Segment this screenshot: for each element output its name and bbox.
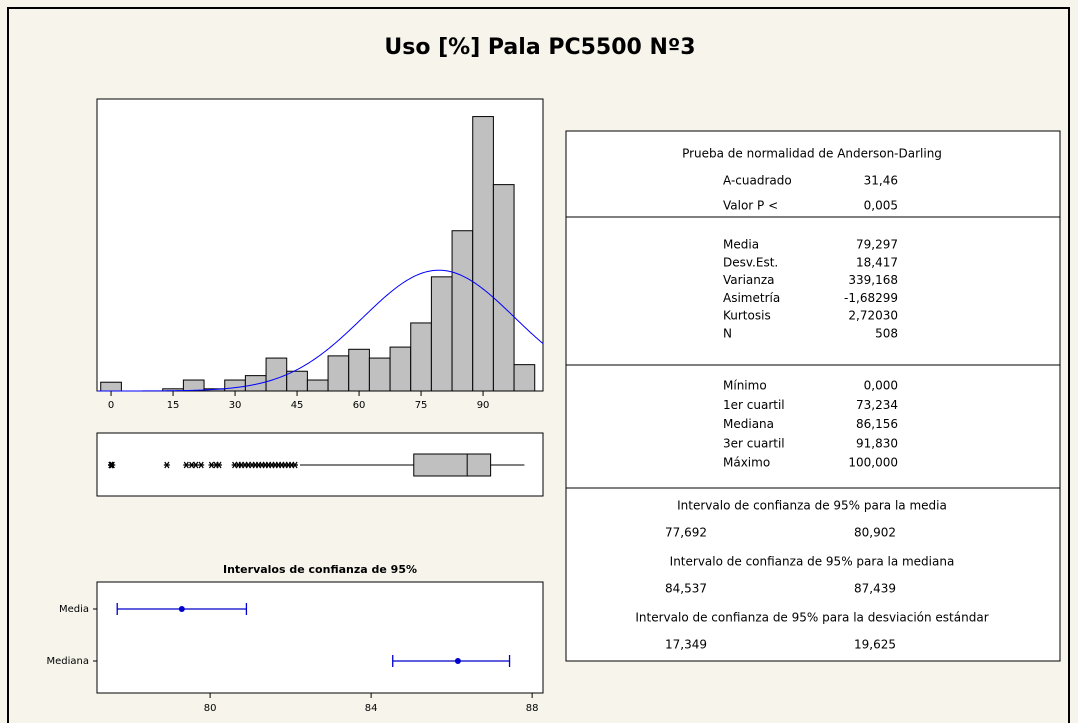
bar [244, 375, 267, 392]
x-tick-label: 80 [204, 703, 217, 714]
y-tick-label: Mediana [47, 656, 90, 667]
box [413, 453, 492, 477]
stat-label: Asimetría [723, 291, 780, 305]
error-bar [392, 655, 511, 667]
plot-title: Intervalos de confianza de 95% [223, 563, 417, 576]
bar [389, 346, 412, 392]
x-tick-label: 60 [353, 400, 366, 411]
stat-value: 86,156 [856, 417, 898, 431]
stat-label: Valor P < [723, 199, 778, 213]
ci-title: Intervalo de confianza de 95% para la me… [670, 555, 955, 569]
bar [306, 379, 329, 392]
x-tick-label: 75 [415, 400, 428, 411]
bar [100, 381, 122, 392]
bar [368, 357, 391, 392]
stat-label: Mediana [723, 417, 774, 431]
outlier [198, 461, 205, 469]
x-tick-label: 15 [167, 400, 180, 411]
outlier [163, 461, 170, 469]
outlier [109, 461, 116, 469]
stat-label: N [723, 327, 732, 341]
ci-value: 87,439 [854, 582, 896, 596]
stat-label: Mínimo [723, 379, 767, 393]
stat-label: 3er cuartil [723, 436, 785, 450]
x-tick-label: 90 [477, 400, 490, 411]
bar [182, 379, 205, 392]
stat-value: 91,830 [856, 436, 898, 450]
stat-label: Media [723, 238, 759, 252]
stat-value: 79,297 [856, 238, 898, 252]
point [454, 658, 461, 664]
bar [224, 379, 246, 392]
x-tick-label: 45 [291, 400, 304, 411]
stat-label: Kurtosis [723, 309, 771, 323]
bar [451, 230, 474, 392]
ci-value: 17,349 [665, 638, 707, 652]
point [178, 606, 185, 612]
bar [513, 364, 536, 392]
stat-value: 508 [875, 327, 898, 341]
stat-value: 100,000 [848, 456, 898, 470]
stat-value: 31,46 [864, 174, 898, 188]
normal-curve [96, 269, 544, 392]
outlier [183, 461, 190, 469]
stat-value: 2,72030 [848, 309, 898, 323]
bar [348, 348, 370, 392]
bar [430, 276, 453, 392]
stat-value: 18,417 [856, 255, 898, 269]
stat-label: Varianza [723, 273, 775, 287]
outlier [192, 461, 199, 469]
interval-panel [96, 581, 544, 694]
outlier [215, 461, 222, 469]
stat-value: 0,000 [864, 379, 898, 393]
stat-value: 339,168 [848, 273, 898, 287]
stat-label: A-cuadrado [723, 174, 792, 188]
bar [265, 357, 288, 392]
ci-value: 84,537 [665, 582, 707, 596]
stat-label: Máximo [723, 456, 770, 470]
bar [492, 184, 515, 392]
outlier [291, 461, 298, 469]
bar [410, 322, 432, 392]
stat-value: 0,005 [864, 199, 898, 213]
ci-value: 80,902 [854, 526, 896, 540]
stat-value: 73,234 [856, 398, 898, 412]
x-tick-label: 88 [526, 703, 539, 714]
x-tick-label: 84 [365, 703, 378, 714]
page-title: Uso [%] Pala PC5500 Nº3 [384, 35, 695, 60]
ci-title: Intervalo de confianza de 95% para la de… [635, 611, 988, 625]
ci-value: 19,625 [854, 638, 896, 652]
stat-label: Desv.Est. [723, 255, 778, 269]
x-tick-label: 30 [229, 400, 242, 411]
ci-value: 77,692 [665, 526, 707, 540]
bar [286, 370, 308, 392]
stat-label: 1er cuartil [723, 398, 785, 412]
stat-value: -1,68299 [844, 291, 898, 305]
ci-title: Intervalo de confianza de 95% para la me… [677, 499, 947, 513]
table-heading: Prueba de normalidad de Anderson-Darling [682, 147, 942, 161]
bar [327, 355, 350, 392]
y-tick-label: Media [59, 604, 89, 615]
x-tick-label: 0 [108, 400, 114, 411]
summary-table [565, 130, 1061, 662]
bar [472, 116, 494, 392]
